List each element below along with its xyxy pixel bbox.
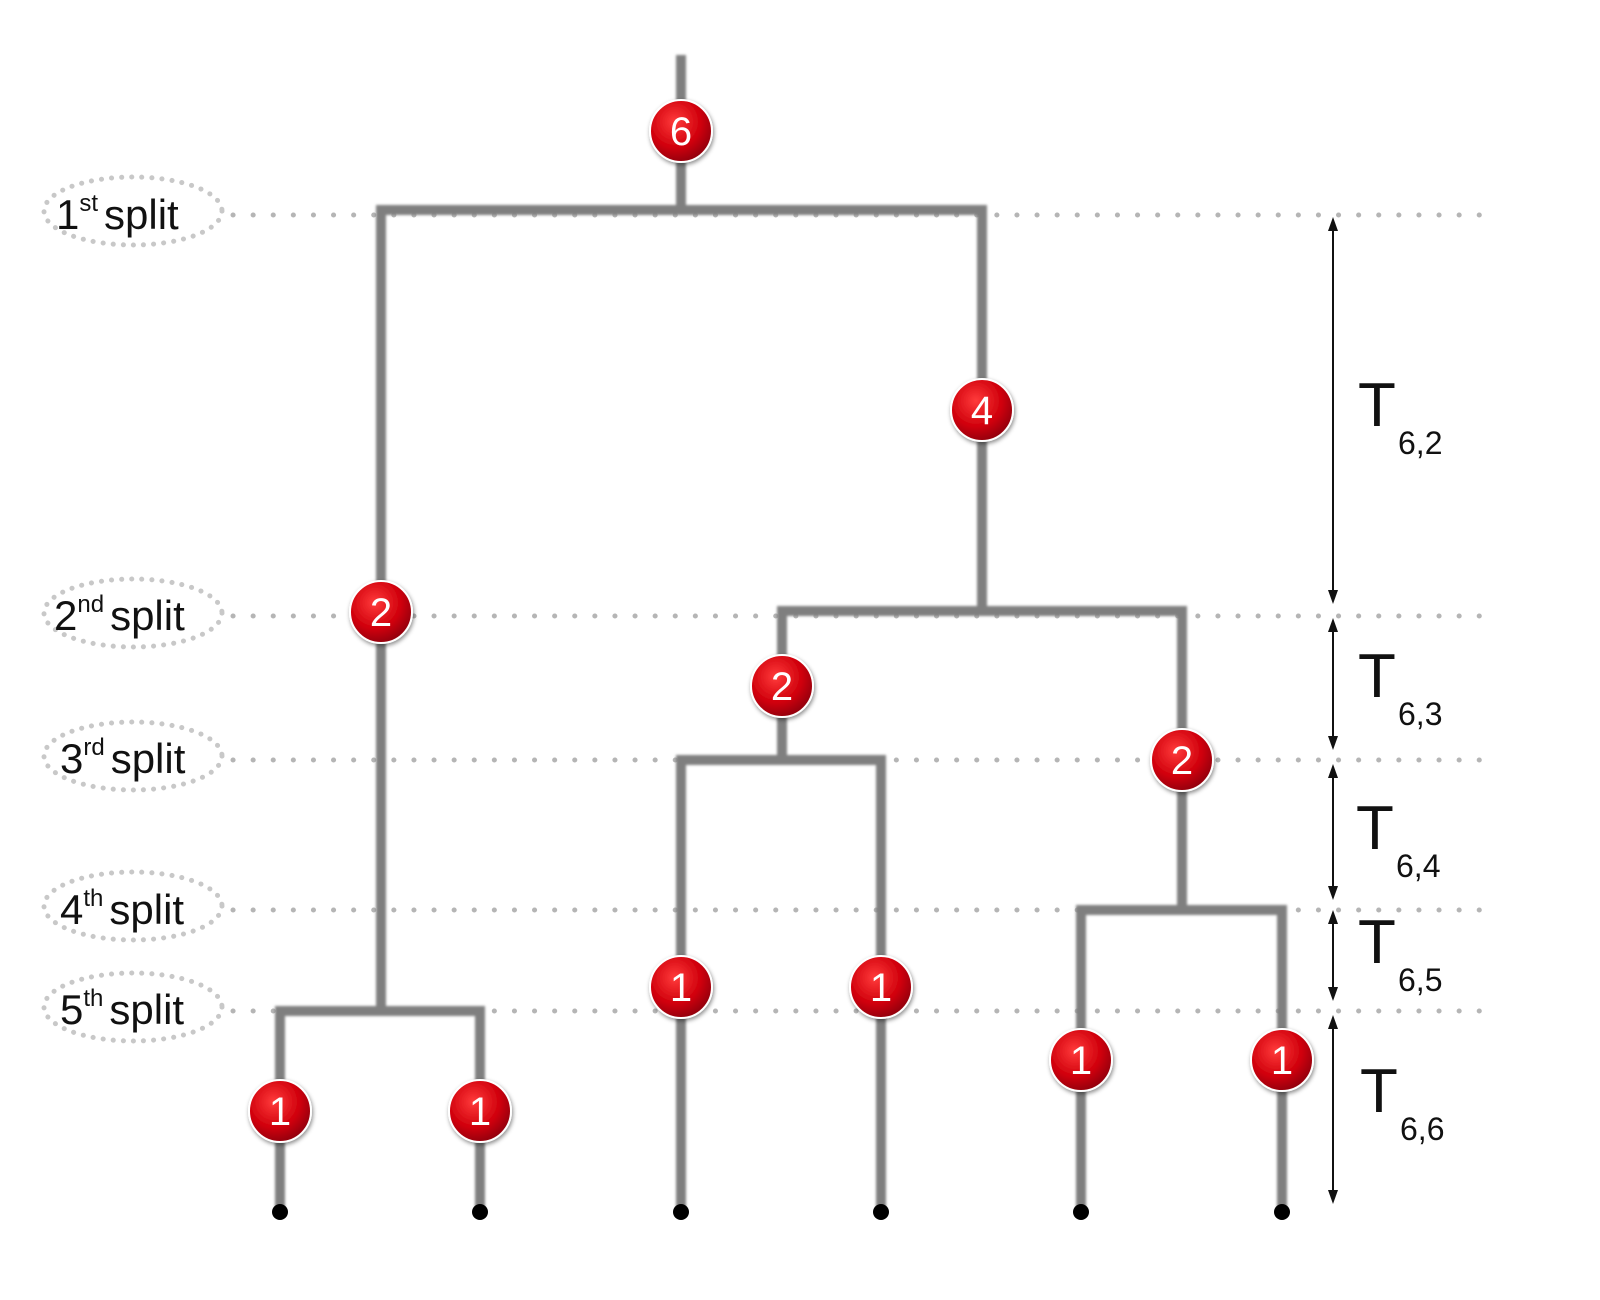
split-label-2: 2nd split: [41, 576, 225, 650]
interval-arrow-3: [1328, 764, 1338, 900]
split-label-ellipse: [41, 174, 225, 248]
count-badge: 2: [349, 580, 413, 644]
leaf-node: [673, 1204, 689, 1220]
interval-arrows: [1328, 217, 1338, 1204]
leaf-nodes: [272, 1204, 1290, 1220]
split-label-text: 1st split: [56, 190, 179, 238]
svg-text:T: T: [1358, 908, 1396, 977]
svg-text:1: 1: [670, 966, 692, 1010]
split-label-text: 2nd split: [54, 591, 185, 639]
leaf-node: [1274, 1204, 1290, 1220]
interval-arrow-5: [1328, 1015, 1338, 1204]
count-badge: 1: [248, 1079, 312, 1143]
leaf-node: [1073, 1204, 1089, 1220]
svg-text:1: 1: [269, 1090, 291, 1134]
interval-label-t65: T 6,5: [1358, 908, 1442, 998]
count-badge: 2: [750, 654, 814, 718]
interval-label-t66: T 6,6: [1360, 1057, 1444, 1147]
interval-arrow-2: [1328, 618, 1338, 750]
count-badge: 4: [950, 378, 1014, 442]
split-label-3: 3rd split: [41, 719, 225, 793]
svg-text:1: 1: [1070, 1039, 1092, 1083]
count-badge: 1: [649, 955, 713, 1019]
split-label-text: 3rd split: [60, 734, 186, 782]
svg-text:4: 4: [971, 389, 993, 433]
count-badge: 1: [448, 1079, 512, 1143]
svg-text:2: 2: [771, 665, 793, 709]
count-badge: 1: [1250, 1028, 1314, 1092]
split-labels: 1st split 2nd split 3rd split 4th split 5th s…: [41, 174, 225, 1044]
lineage-count-badges: 6 4 2 2 2 1 1 1: [248, 99, 1314, 1143]
interval-labels: T 6,2 T 6,3 T 6,4 T 6,5 T 6,6: [1356, 371, 1444, 1147]
interval-label-t63: T 6,3: [1358, 642, 1442, 732]
svg-text:1: 1: [1271, 1039, 1293, 1083]
count-badge: 2: [1150, 728, 1214, 792]
svg-text:6: 6: [670, 110, 692, 154]
count-badge: 6: [649, 99, 713, 163]
interval-label-t64: T 6,4: [1356, 794, 1440, 884]
split-label-5: 5th split: [41, 970, 225, 1044]
svg-text:T: T: [1360, 1057, 1398, 1126]
svg-text:6,5: 6,5: [1398, 962, 1442, 998]
interval-arrow-4: [1328, 910, 1338, 1001]
svg-text:1: 1: [870, 966, 892, 1010]
count-badge: 1: [1049, 1028, 1113, 1092]
svg-text:6,6: 6,6: [1400, 1111, 1444, 1147]
tree-branches: [275, 55, 1287, 1210]
split-label-ellipse: [41, 719, 225, 793]
svg-text:2: 2: [1171, 739, 1193, 783]
split-label-text: 5th split: [60, 985, 184, 1033]
leaf-node: [472, 1204, 488, 1220]
interval-arrow-1: [1328, 217, 1338, 604]
svg-text:6,4: 6,4: [1396, 848, 1440, 884]
split-label-ellipse: [41, 869, 225, 943]
split-label-text: 4th split: [60, 885, 184, 933]
interval-label-t62: T 6,2: [1358, 371, 1442, 461]
svg-text:6,3: 6,3: [1398, 696, 1442, 732]
svg-text:6,2: 6,2: [1398, 425, 1442, 461]
count-badge: 1: [849, 955, 913, 1019]
leaf-node: [272, 1204, 288, 1220]
split-label-4: 4th split: [41, 869, 225, 943]
split-label-ellipse: [41, 576, 225, 650]
svg-text:T: T: [1358, 642, 1396, 711]
split-label-ellipse: [41, 970, 225, 1044]
svg-text:1: 1: [469, 1090, 491, 1134]
leaf-node: [873, 1204, 889, 1220]
svg-text:2: 2: [370, 591, 392, 635]
split-label-1: 1st split: [41, 174, 225, 248]
svg-text:T: T: [1356, 794, 1394, 863]
svg-text:T: T: [1358, 371, 1396, 440]
